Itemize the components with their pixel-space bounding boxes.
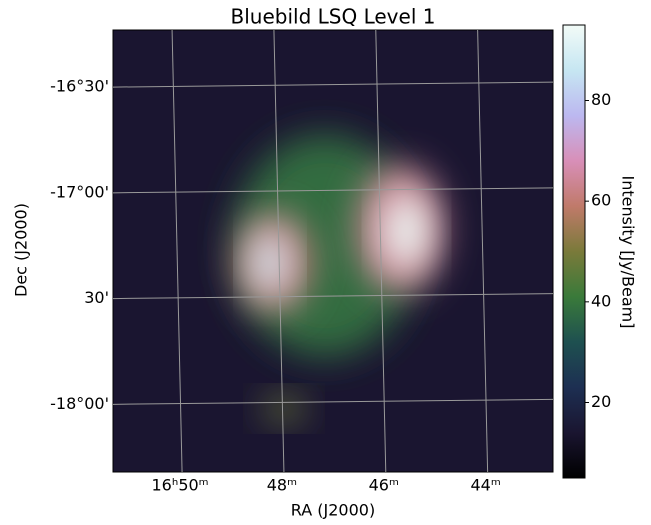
y-tick-label: 30': [84, 288, 109, 307]
y-tick-label: -17°00': [50, 182, 109, 201]
colorbar: [563, 25, 585, 478]
source-blob: [252, 231, 289, 294]
colorbar-tick-label: 60: [591, 191, 611, 210]
y-tick-label: -16°30': [50, 77, 109, 96]
chart-title: Bluebild LSQ Level 1: [231, 5, 436, 29]
x-tick-label: 44ᵐ: [470, 476, 500, 495]
image: [113, 30, 553, 472]
x-axis-label: RA (J2000): [291, 501, 375, 520]
source-blob: [384, 193, 429, 269]
colorbar-label: Intensity [Jy/Beam]: [619, 176, 638, 329]
x-tick-label: 16ʰ50ᵐ: [151, 476, 208, 495]
chart: Bluebild LSQ Level 1 RA (J2000) Dec (J20…: [0, 0, 651, 525]
colorbar-tick-label: 40: [591, 291, 611, 310]
y-tick-label: -18°00': [50, 394, 109, 413]
source-blob: [264, 396, 305, 421]
x-tick-label: 48ᵐ: [267, 476, 297, 495]
y-axis-label: Dec (J2000): [12, 203, 31, 297]
colorbar-tick-label: 80: [591, 90, 611, 109]
page: {"chart_data": { "type": "image", "title…: [0, 0, 651, 525]
x-tick-label: 46ᵐ: [369, 476, 399, 495]
colorbar-tick-label: 20: [591, 392, 611, 411]
